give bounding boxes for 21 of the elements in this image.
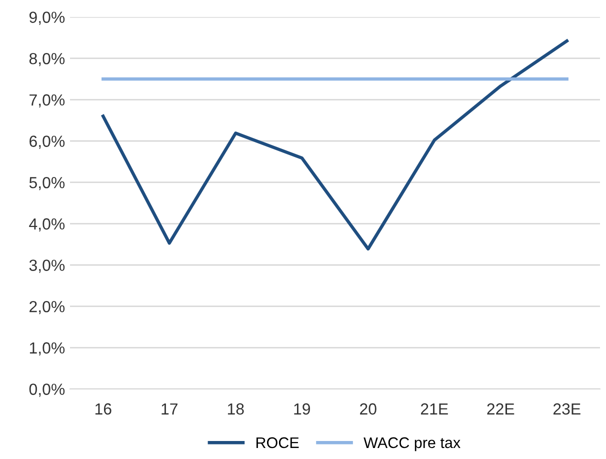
y-tick-label: 3,0% <box>29 260 65 273</box>
y-tick-label: 5,0% <box>29 176 65 190</box>
x-tick-label: 17 <box>162 403 178 414</box>
legend-label: WACC pre tax <box>364 437 460 452</box>
y-tick-label: 7,0% <box>30 94 65 108</box>
y-tick-label: 4,0% <box>29 218 65 232</box>
x-tick-label: 21E <box>420 403 448 414</box>
x-tick-label: 16 <box>95 403 112 415</box>
x-tick-label: 20 <box>360 403 376 415</box>
y-tick-label: 2,0% <box>30 300 65 314</box>
x-tick-label: 23E <box>553 403 580 415</box>
y-tick-label: 0,0% <box>29 384 65 397</box>
x-tick-label: 18 <box>228 403 244 415</box>
y-tick-label: 9,0% <box>29 12 65 25</box>
line-series <box>102 39 568 250</box>
x-tick-label: 19 <box>294 403 310 415</box>
y-tick-label: 8,0% <box>29 52 65 66</box>
y-tick-label: 6,0% <box>30 136 65 149</box>
legend-label: ROCE <box>256 437 299 448</box>
x-tick-label: 22E <box>487 403 514 414</box>
y-tick-label: 1,0% <box>30 342 65 356</box>
